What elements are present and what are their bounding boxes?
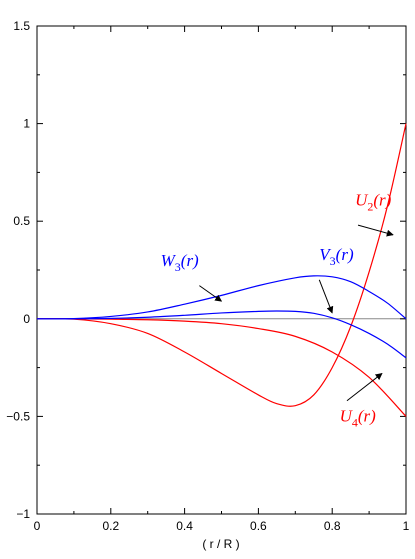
x-tick-label: 1 <box>403 519 410 533</box>
x-tick-label: 0 <box>34 519 41 533</box>
y-tick-label: −0.5 <box>6 409 30 423</box>
annotation-label-u2: U2(r) <box>355 191 392 214</box>
annotation-arrow-v3 <box>318 279 334 314</box>
y-tick-label: 0 <box>23 312 30 326</box>
annotation-label-u4: U4(r) <box>340 406 377 429</box>
series-line-u4r <box>36 318 407 417</box>
x-tick-label: 0.4 <box>176 519 193 533</box>
x-tick-label: 0.8 <box>324 519 341 533</box>
annotation-arrow-u2 <box>357 224 394 237</box>
y-tick-label: 1.5 <box>13 19 30 33</box>
plot-area: 0 0.2 0.4 0.6 0.8 1 −1 −0.5 0 0.5 1 1.5 U2(r) V3(r) W3… <box>6 19 409 533</box>
annotation-arrow-w3 <box>199 285 223 302</box>
annotation-label-v3: V3(r) <box>319 245 354 268</box>
y-tick-label: 1 <box>23 117 30 131</box>
series-line-v3r <box>36 310 407 359</box>
plot-frame <box>36 25 407 515</box>
annotation-label-w3: W3(r) <box>161 251 199 274</box>
x-tick-label: 0.6 <box>250 519 267 533</box>
x-axis-label: ( r / R ) <box>202 537 239 551</box>
y-tick-label: −1 <box>16 507 30 521</box>
annotation-arrow-u4 <box>346 373 383 402</box>
x-tick-label: 0.2 <box>102 519 119 533</box>
series-line-u2r <box>36 123 407 407</box>
y-tick-label: 0.5 <box>13 214 30 228</box>
series-line-w3r <box>36 275 407 320</box>
